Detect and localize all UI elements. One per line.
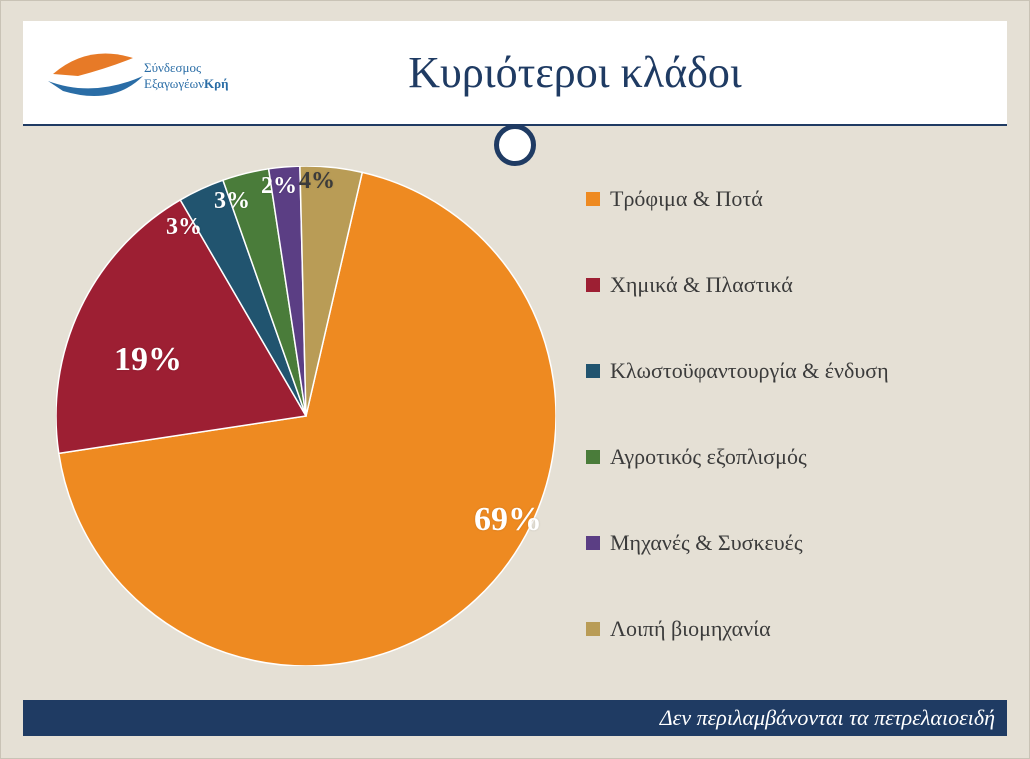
footer-bar: Δεν περιλαμβάνονται τα πετρελαιοειδή [23, 700, 1007, 736]
legend-swatch-1 [586, 278, 600, 292]
legend-item-4: Μηχανές & Συσκευές [586, 530, 1006, 556]
legend-swatch-2 [586, 364, 600, 378]
pie-svg [56, 166, 556, 666]
logo-text-1: Σύνδεσμος [144, 60, 202, 75]
pct-label-4: 2% [261, 173, 297, 200]
legend-label-2: Κλωστοϋφαντουργία & ένδυση [610, 358, 889, 384]
legend-item-2: Κλωστοϋφαντουργία & ένδυση [586, 358, 1006, 384]
legend-item-5: Λοιπή βιομηχανία [586, 616, 1006, 642]
decorative-ring-icon [494, 124, 536, 166]
logo-swoosh-top-icon [53, 54, 133, 76]
legend-swatch-3 [586, 450, 600, 464]
legend-item-0: Τρόφιμα & Ποτά [586, 186, 1006, 212]
legend-label-5: Λοιπή βιομηχανία [610, 616, 771, 642]
logo-text-2: ΕξαγωγέωνΚρήτης [144, 76, 228, 91]
legend-label-3: Αγροτικός εξοπλισμός [610, 444, 807, 470]
pie-slices [56, 166, 556, 666]
pct-label-3: 3% [214, 188, 250, 215]
legend-item-3: Αγροτικός εξοπλισμός [586, 444, 1006, 470]
legend-swatch-4 [586, 536, 600, 550]
slide: Σύνδεσμος ΕξαγωγέωνΚρήτης Κυριότεροι κλά… [0, 0, 1030, 759]
legend-label-0: Τρόφιμα & Ποτά [610, 186, 763, 212]
logo-swoosh-bottom-icon [48, 76, 143, 96]
pct-label-0: 69% [474, 501, 542, 539]
legend-label-1: Χημικά & Πλαστικά [610, 272, 793, 298]
pct-label-1: 19% [114, 341, 182, 379]
pct-label-2: 3% [166, 214, 202, 241]
legend-swatch-5 [586, 622, 600, 636]
legend-swatch-0 [586, 192, 600, 206]
legend-label-4: Μηχανές & Συσκευές [610, 530, 803, 556]
pie-chart: 69% 19% 3% 3% 2%4% [56, 166, 556, 666]
logo: Σύνδεσμος ΕξαγωγέωνΚρήτης [48, 36, 228, 111]
legend-item-1: Χημικά & Πλαστικά [586, 272, 1006, 298]
pct-label-5: 4% [299, 168, 335, 195]
footer-note: Δεν περιλαμβάνονται τα πετρελαιοειδή [660, 705, 995, 731]
legend: Τρόφιμα & Ποτά Χημικά & Πλαστικά Κλωστοϋφα… [586, 186, 1006, 642]
header: Σύνδεσμος ΕξαγωγέωνΚρήτης Κυριότεροι κλά… [23, 21, 1007, 126]
